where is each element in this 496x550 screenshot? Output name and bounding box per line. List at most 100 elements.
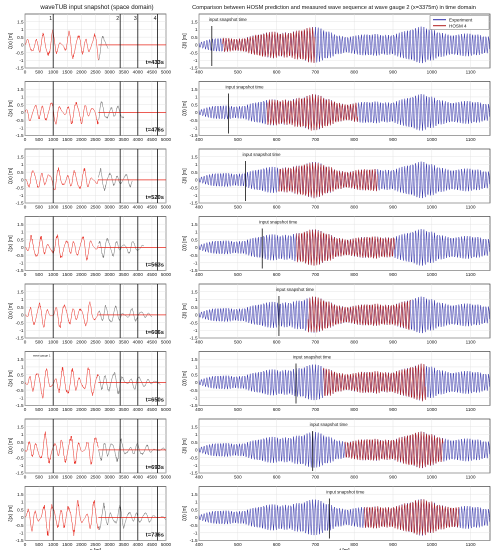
x-tick-label: 0	[24, 205, 27, 210]
y-tick-label: 0.5	[191, 35, 198, 40]
x-tick-label: 600	[273, 542, 281, 547]
left-y-axis-label: ζ(x) [m]	[8, 32, 14, 49]
y-tick-label: 1	[21, 297, 24, 302]
y-tick-label: 0	[195, 110, 198, 115]
right-y-axis-label: ζ(t) [m]	[182, 168, 188, 184]
snapshot-time-label: input snapshot time	[259, 220, 298, 225]
time-comparison-subplot: -1.5 -1 -0.5 0 0.5 1 1.5 400 500 600 700 800 900 1000…	[182, 418, 491, 480]
y-tick-label: -0.5	[190, 50, 198, 55]
x-tick-label: 1100	[466, 475, 476, 480]
time-comparison-subplot: -1.5 -1 -0.5 0 0.5 1 1.5 400 500 600 700 800 900 1000…	[182, 13, 491, 75]
y-tick-label: 1.5	[17, 424, 24, 429]
y-tick-label: 1.5	[17, 289, 24, 294]
right-y-axis-label: ζ(t) [m]	[182, 370, 188, 386]
hosm-line	[296, 229, 395, 266]
right-y-axis-label: ζ(t) [m]	[182, 438, 188, 454]
y-tick-label: -1	[193, 530, 198, 535]
y-tick-label: -0.5	[190, 388, 198, 393]
y-tick-label: 1	[195, 230, 198, 235]
right-y-axis-label: ζ(t) [m]	[182, 100, 188, 116]
x-tick-label: 600	[273, 272, 281, 277]
x-tick-label: 1100	[466, 407, 476, 412]
x-tick-label: 3000	[104, 272, 115, 277]
time-label: t=693s	[146, 465, 164, 471]
x-tick-label: 5000	[161, 407, 172, 412]
left-y-axis-label: ζ(x) [m]	[8, 167, 14, 184]
x-tick-label: 1100	[466, 70, 476, 75]
x-tick-label: 900	[389, 137, 397, 142]
x-tick-label: 2500	[90, 407, 101, 412]
time-label: t=736s	[146, 533, 164, 539]
y-tick-label: -1.5	[16, 471, 24, 476]
x-tick-label: 700	[312, 70, 320, 75]
y-tick-label: 1.5	[191, 357, 198, 362]
x-tick-label: 5000	[161, 137, 172, 142]
red-wave-line	[24, 29, 99, 61]
x-tick-label: 1100	[466, 542, 476, 547]
snapshot-time-label: input snapshot time	[225, 85, 264, 90]
y-tick-label: 0.5	[191, 305, 198, 310]
x-tick-label: 1000	[48, 272, 59, 277]
x-tick-label: 3500	[119, 272, 130, 277]
y-tick-label: -1	[193, 463, 198, 468]
y-tick-label: 1	[195, 365, 198, 370]
x-tick-label: 3500	[119, 137, 130, 142]
y-tick-label: -1	[193, 193, 198, 198]
snapshot-time-label: input snapshot time	[293, 355, 332, 360]
x-tick-label: 1500	[62, 542, 73, 547]
x-tick-label: 600	[273, 340, 281, 345]
left-x-axis-label: x [m]	[90, 548, 102, 550]
x-tick-label: 900	[389, 205, 397, 210]
y-tick-label: 0.5	[191, 440, 198, 445]
y-tick-label: -1	[193, 58, 198, 63]
hosm-line	[364, 499, 460, 536]
x-tick-label: 700	[312, 475, 320, 480]
x-tick-label: 1000	[48, 542, 59, 547]
x-tick-label: 2500	[90, 475, 101, 480]
space-snapshot-subplot: -1.5 -1 -0.5 0 0.5 1 1.5 0 500 1000 1500 2000 2500 30…	[8, 351, 172, 412]
x-tick-label: 4500	[147, 137, 158, 142]
x-tick-label: 500	[234, 542, 242, 547]
y-tick-label: -1.5	[16, 538, 24, 543]
x-tick-label: 3500	[119, 542, 130, 547]
x-tick-label: 800	[350, 205, 358, 210]
time-label: t=520s	[146, 195, 164, 201]
left-y-axis-label: ζ(x) [m]	[8, 505, 14, 522]
y-tick-label: 0	[21, 110, 24, 115]
y-tick-label: 0	[21, 515, 24, 520]
y-tick-label: -1	[193, 395, 198, 400]
subplot-grid: -1.5-1-0.500.511.50 500 1000 1500 2000 2500 30…	[8, 13, 491, 550]
y-tick-label: -0.5	[16, 253, 24, 258]
x-tick-label: 3000	[104, 407, 115, 412]
x-tick-label: 2500	[90, 70, 101, 75]
hosm-line	[344, 431, 444, 469]
x-tick-label: 1000	[48, 475, 59, 480]
x-tick-label: 0	[24, 475, 27, 480]
y-tick-label: 1.5	[17, 222, 24, 227]
y-tick-label: -1	[193, 260, 198, 265]
x-tick-label: 1000	[48, 137, 59, 142]
x-tick-label: 0	[24, 272, 27, 277]
x-tick-label: 2500	[90, 205, 101, 210]
y-tick-label: 0.5	[191, 170, 198, 175]
x-tick-label: 3000	[104, 70, 115, 75]
x-tick-label: 500	[234, 272, 242, 277]
x-tick-label: 400	[195, 205, 203, 210]
x-tick-label: 4000	[133, 272, 144, 277]
x-tick-label: 1000	[427, 340, 438, 345]
x-tick-label: 900	[389, 272, 397, 277]
x-tick-label: 1100	[466, 205, 476, 210]
x-tick-label: 2500	[90, 272, 101, 277]
right-y-axis-label: ζ(t) [m]	[182, 235, 188, 251]
x-tick-label: 0	[24, 340, 27, 345]
x-tick-label: 2000	[76, 475, 87, 480]
experiment-line	[198, 26, 490, 64]
y-tick-label: 0.5	[17, 440, 24, 445]
y-tick-label: -1.5	[16, 403, 24, 408]
y-tick-label: -1.5	[190, 66, 198, 71]
x-tick-label: 1000	[48, 407, 59, 412]
space-snapshot-subplot: -1.5 -1 -0.5 0 0.5 1 1.5 0 500 1000 1500 2000 2500 30…	[8, 418, 172, 480]
x-tick-label: 5000	[161, 70, 172, 75]
x-tick-label: 3000	[104, 137, 115, 142]
x-tick-label: 1100	[466, 272, 476, 277]
